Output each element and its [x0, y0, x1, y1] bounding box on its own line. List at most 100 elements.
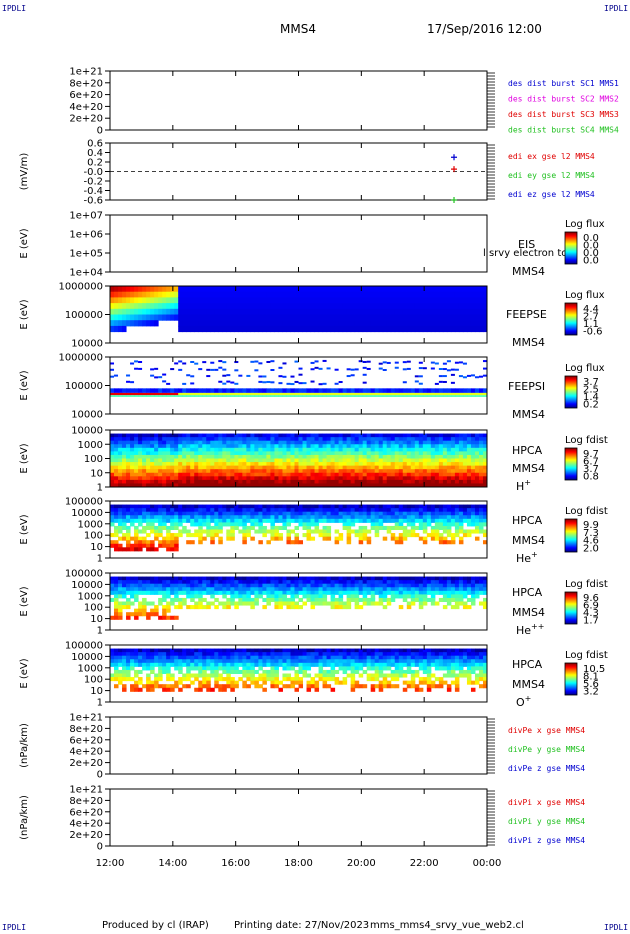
hpca-he-cell — [138, 536, 143, 541]
hpca-he-cell — [154, 511, 159, 516]
hpca-he2-cell — [338, 590, 344, 595]
hpca-he-cell — [210, 540, 215, 545]
feeps-e-cell — [278, 286, 283, 293]
hpca-h-cell — [350, 433, 356, 438]
edi-e-legend-entry: edi ex gse l2 MMS4 — [508, 152, 595, 161]
hpca-h-cell — [410, 437, 416, 442]
hpca-he2-cell — [454, 601, 460, 606]
hpca-h-cell — [454, 462, 460, 467]
hpca-h-cell — [374, 444, 380, 449]
hpca-he-cell — [422, 529, 428, 534]
feeps-i-cell — [190, 388, 195, 393]
hpca-h-cell — [446, 447, 452, 452]
feeps-e-cell — [174, 286, 179, 293]
hpca-h-cell — [322, 447, 328, 452]
hpca-he-cell — [174, 547, 179, 552]
hpca-h-cell — [394, 469, 400, 474]
hpca-he-cell — [298, 518, 304, 523]
feeps-i-cell — [474, 392, 480, 396]
hpca-h-cell — [482, 444, 488, 449]
feeps-e-cell — [190, 297, 195, 304]
hpca-h-cell — [386, 447, 392, 452]
feeps-e-cell — [442, 308, 448, 315]
hpca-he2-cell — [150, 590, 155, 595]
hpca-h-cell — [226, 437, 231, 442]
hpca-he-cell — [398, 515, 404, 520]
feeps-e-cell — [482, 286, 488, 293]
feeps-i-cell — [138, 392, 143, 396]
feeps-i-cell — [210, 392, 215, 396]
hpca-h-cell — [390, 479, 396, 484]
feeps-e-cell — [450, 291, 456, 298]
hpca-h-cell — [298, 483, 304, 488]
hpca-h-cell — [470, 472, 476, 477]
hpca-h-cell — [170, 433, 175, 438]
feeps-e-cell — [198, 286, 203, 293]
hpca-he-cell — [458, 540, 464, 545]
hpca-he-cell — [186, 504, 191, 509]
feeps-e-cell — [198, 291, 203, 298]
hpca-he-cell — [282, 525, 287, 530]
hpca-h-cell — [386, 462, 392, 467]
hpca-he2-cell — [178, 583, 183, 588]
hpca-h-cell — [278, 483, 283, 488]
hpca-he2-cell — [266, 587, 271, 592]
hpca-h-cell — [366, 483, 372, 488]
hpca-he-cell — [134, 525, 139, 530]
hpca-he-cell — [282, 522, 287, 527]
feeps-e-cell — [222, 314, 227, 321]
hpca-h-cell — [354, 465, 360, 470]
hpca-he2-cell — [390, 587, 396, 592]
hpca-h-cell — [242, 479, 247, 484]
feeps-e-cell — [350, 303, 356, 310]
hpca-he-cell — [382, 508, 388, 513]
feeps-e-cell — [146, 286, 151, 293]
hpca-he-cell — [302, 522, 308, 527]
hpca-he2-cell — [470, 580, 476, 585]
hpca-h-cell — [354, 440, 360, 445]
feeps-e-cell — [426, 303, 432, 310]
hpca-h-cell — [466, 458, 472, 463]
hpca-he2-cell — [214, 587, 219, 592]
des-dist-ytick-label: 1e+21 — [69, 67, 103, 78]
hpca-he-cell — [414, 525, 420, 530]
feeps-e-spacecraft-label: MMS4 — [512, 336, 545, 349]
feeps-e-cell — [170, 297, 175, 304]
hpca-he2-cell — [178, 597, 183, 602]
feeps-e-cell — [354, 325, 360, 333]
hpca-he-colorbar — [564, 518, 578, 553]
hpca-he-cell — [326, 525, 332, 530]
hpca-he2-cell — [226, 590, 231, 595]
feeps-e-cell — [150, 297, 155, 304]
hpca-h-cell — [402, 479, 408, 484]
feeps-i-cell — [466, 392, 472, 396]
hpca-he2-cell — [446, 590, 452, 595]
hpca-o-cell — [118, 659, 123, 664]
hpca-he-cell — [122, 518, 127, 523]
feeps-e-cell — [162, 303, 167, 310]
hpca-he-cell — [478, 522, 484, 527]
feeps-e-cell — [454, 308, 460, 315]
feeps-i-cell — [438, 380, 443, 383]
hpca-he2-cell — [130, 612, 135, 617]
hpca-h-cell — [358, 447, 364, 452]
hpca-o-cell — [178, 662, 183, 667]
hpca-he-cell — [206, 522, 211, 527]
hpca-he-cell — [418, 522, 424, 527]
hpca-h-cell — [214, 437, 219, 442]
hpca-o-cell — [114, 662, 119, 667]
feeps-e-cell — [390, 314, 396, 321]
hpca-h-cell — [234, 437, 239, 442]
hpca-h-cell — [262, 462, 267, 467]
hpca-he-cell — [114, 540, 119, 545]
des-dist-ytick-label: 2e+20 — [69, 114, 103, 125]
hpca-o-cell — [206, 659, 211, 664]
feeps-i-cell — [230, 395, 235, 397]
hpca-h-cell — [342, 465, 348, 470]
hpca-h-cell — [462, 469, 468, 474]
hpca-h-cell — [462, 433, 468, 438]
hpca-h-cell — [222, 440, 227, 445]
hpca-he-cell — [174, 504, 179, 509]
hpca-he-cell — [154, 525, 159, 530]
hpca-he-cell — [174, 525, 179, 530]
